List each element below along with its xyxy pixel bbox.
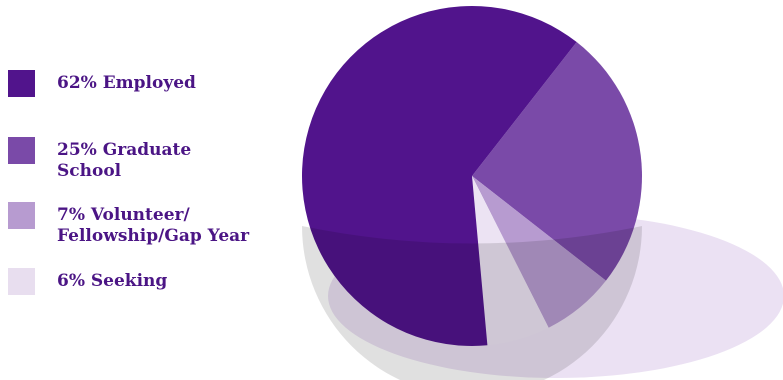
- pie-slice-seeking: [472, 176, 549, 346]
- pie-shading: [302, 226, 642, 380]
- pie-slices: [301, 6, 642, 380]
- pie-slice-volunteer: [472, 176, 606, 328]
- legend: 62% Employed 25% Graduate School 7% Volu…: [0, 0, 300, 380]
- legend-label-graduate-school: 25% Graduate School: [57, 140, 192, 181]
- legend-label-volunteer: 7% Volunteer/ Fellowship/Gap Year: [57, 205, 250, 246]
- legend-label-seeking: 6% Seeking: [57, 271, 168, 291]
- pie-slice-employed: [301, 6, 577, 347]
- legend-item-employed: 62% Employed: [8, 70, 196, 97]
- legend-swatch-seeking: [8, 268, 35, 295]
- legend-item-seeking: 6% Seeking: [8, 268, 167, 295]
- legend-swatch-volunteer: [8, 202, 35, 229]
- legend-item-volunteer: 7% Volunteer/ Fellowship/Gap Year: [8, 202, 249, 247]
- legend-swatch-employed: [8, 70, 35, 97]
- legend-swatch-graduate-school: [8, 137, 35, 164]
- legend-item-graduate-school: 25% Graduate School: [8, 137, 191, 182]
- pie-slice-graduate-school: [472, 42, 642, 281]
- legend-label-employed: 62% Employed: [57, 73, 196, 93]
